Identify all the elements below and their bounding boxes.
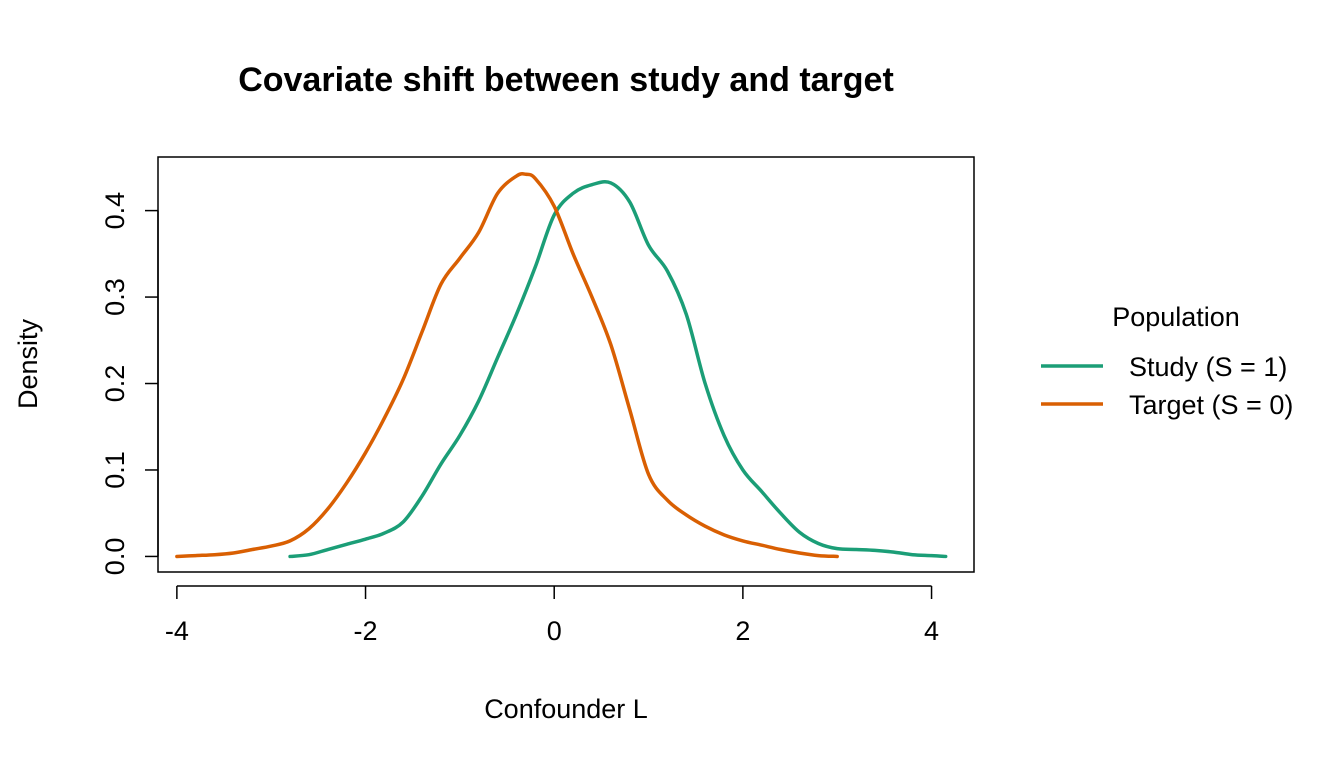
plot-frame [157, 156, 975, 573]
y-tick-label: 0.4 [100, 192, 130, 230]
y-axis: 0.0 0.1 0.2 0.3 0.4 [100, 192, 159, 576]
series-layer [175, 172, 948, 559]
legend-entry-label: Study (S = 1) [1129, 352, 1287, 382]
y-tick-label: 0.3 [100, 278, 130, 316]
x-tick-label: 2 [735, 616, 750, 646]
legend-title: Population [1112, 302, 1240, 332]
x-axis: -4 -2 0 2 4 [165, 585, 939, 646]
series-line-target [175, 172, 839, 559]
y-tick-label: 0.0 [100, 538, 130, 576]
y-tick-label: 0.2 [100, 365, 130, 403]
chart-title: Covariate shift between study and target [238, 61, 894, 99]
y-tick-label: 0.1 [100, 451, 130, 489]
series-line-study [288, 180, 948, 559]
x-tick-label: 0 [547, 616, 562, 646]
y-axis-label: Density [13, 318, 43, 409]
legend: Population Study (S = 1) Target (S = 0) [1041, 302, 1293, 420]
legend-entry-label: Target (S = 0) [1129, 390, 1293, 420]
x-tick-label: -4 [165, 616, 189, 646]
x-tick-label: -2 [354, 616, 378, 646]
x-tick-label: 4 [924, 616, 939, 646]
x-axis-label: Confounder L [484, 694, 648, 724]
